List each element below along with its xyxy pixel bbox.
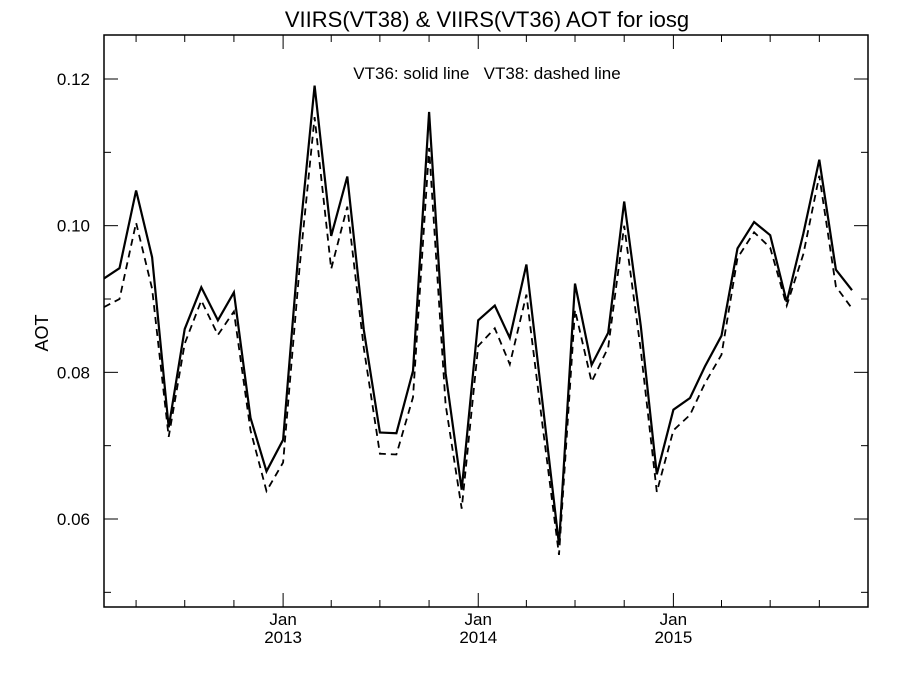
- x-tick-label-month: Jan: [465, 610, 492, 629]
- y-axis-label: AOT: [32, 314, 52, 351]
- x-tick-label-year: 2014: [459, 628, 497, 647]
- x-tick-label-month: Jan: [660, 610, 687, 629]
- x-tick-label-year: 2013: [264, 628, 302, 647]
- legend-annotation: VT36: solid line VT38: dashed line: [353, 64, 620, 83]
- series-line-vt38: [104, 117, 853, 556]
- x-tick-label-year: 2015: [654, 628, 692, 647]
- y-tick-label: 0.08: [57, 363, 90, 382]
- series-line-vt36: [104, 85, 853, 545]
- y-tick-label: 0.10: [57, 217, 90, 236]
- chart-title: VIIRS(VT38) & VIIRS(VT36) AOT for iosg: [285, 7, 689, 32]
- axis-ticks: [104, 35, 868, 607]
- x-tick-label-month: Jan: [269, 610, 296, 629]
- y-tick-label: 0.06: [57, 510, 90, 529]
- plot-frame: [103, 34, 869, 608]
- y-tick-label: 0.12: [57, 70, 90, 89]
- series-lines: [104, 85, 853, 556]
